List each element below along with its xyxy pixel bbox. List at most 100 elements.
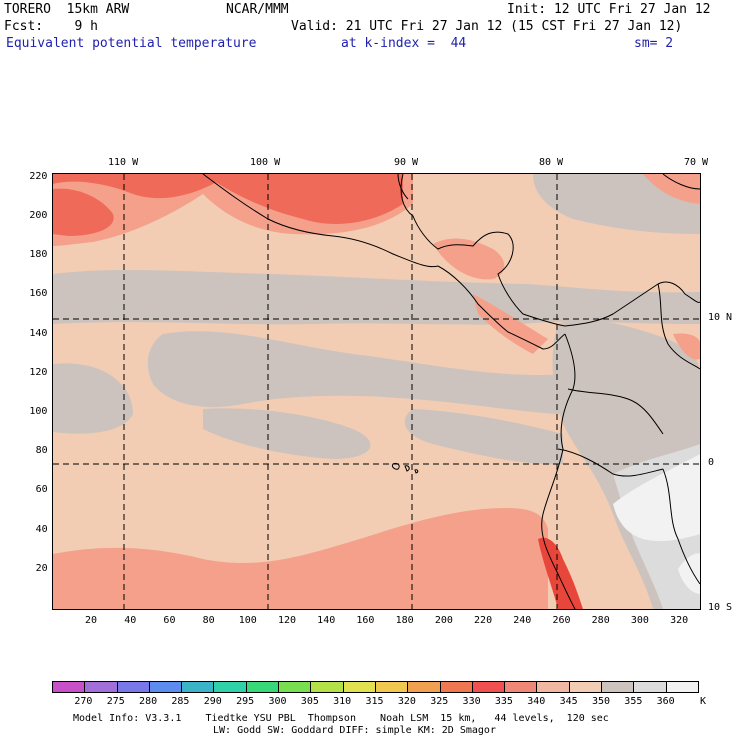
field-salmon-panama [473, 294, 548, 354]
field-smoothing: sm= 2 [634, 36, 674, 51]
colorbar-label: 335 [494, 696, 513, 707]
field-level: at k-index = 44 [341, 36, 467, 51]
border-colombia-venezuela [657, 283, 700, 370]
y-tick-label: 220 [29, 170, 48, 182]
colorbar-swatch [408, 682, 441, 692]
header-run-name: TORERO 15km ARW [4, 2, 130, 17]
field-title: Equivalent potential temperature [6, 36, 257, 51]
colorbar-label: 350 [591, 696, 610, 707]
field-red-nw2 [53, 188, 114, 236]
field-gray-band-3 [203, 408, 371, 459]
coastline-central-america [437, 265, 566, 350]
field-gray-band-2 [53, 363, 133, 434]
colorbar-label: 295 [236, 696, 255, 707]
colorbar-label: 310 [333, 696, 352, 707]
lon-label: 110 W [108, 157, 139, 168]
colorbar-swatch [375, 682, 409, 692]
field-white-land-2 [678, 553, 700, 594]
field-salmon-gulf [433, 238, 505, 280]
coastline-galapagos [392, 463, 419, 474]
colorbar-label: 290 [203, 696, 222, 707]
x-tick-label: 320 [670, 615, 689, 626]
colorbar-label: 360 [656, 696, 675, 707]
colorbar-label: 330 [462, 696, 481, 707]
lon-label: 90 W [394, 157, 419, 168]
colorbar-swatch [279, 682, 312, 692]
x-tick-label: 280 [591, 615, 610, 626]
field-gray-north-band [53, 269, 700, 325]
colorbar-swatch [53, 682, 86, 692]
colorbar-label: 345 [559, 696, 578, 707]
colorbar-swatch [505, 682, 538, 692]
x-tick-label: 220 [474, 615, 493, 626]
theta-e-map [52, 173, 701, 610]
colorbar-unit: K [700, 696, 707, 707]
x-tick-label: 40 [124, 615, 137, 626]
coastline-yucatan [397, 174, 409, 200]
y-tick-label: 80 [35, 445, 48, 457]
x-tick-label: 300 [630, 615, 649, 626]
x-tick-label: 160 [356, 615, 375, 626]
x-tick-label: 60 [163, 615, 176, 626]
colorbar [52, 681, 699, 693]
lon-label: 100 W [250, 157, 281, 168]
colorbar-swatch [117, 682, 150, 692]
y-tick-label: 140 [29, 327, 48, 339]
colorbar-label: 315 [365, 696, 384, 707]
lon-label: 70 W [684, 157, 709, 168]
colorbar-label: 340 [527, 696, 546, 707]
colorbar-label: 325 [430, 696, 449, 707]
y-tick-label: 120 [29, 366, 48, 378]
border-peru-brazil [662, 468, 700, 585]
colorbar-swatch [472, 682, 506, 692]
colorbar-swatch [634, 682, 667, 692]
field-gray-top-right [533, 174, 700, 234]
y-tick-label: 160 [29, 288, 48, 300]
colorbar-swatch [569, 682, 603, 692]
border-colombia-ecuador [567, 388, 664, 435]
x-tick-label: 120 [277, 615, 297, 626]
colorbar-swatch [602, 682, 635, 692]
field-salmon-south [53, 508, 548, 609]
colorbar-swatch [246, 682, 280, 692]
x-tick-label: 80 [202, 615, 215, 626]
colorbar-swatch [182, 682, 215, 692]
y-tick-label: 60 [35, 484, 48, 496]
field-white-land [613, 454, 700, 542]
colorbar-swatch [214, 682, 247, 692]
header-init-time: Init: 12 UTC Fri 27 Jan 12 [507, 2, 711, 17]
colorbar-label: 285 [171, 696, 190, 707]
coastline-caribbean [400, 174, 566, 327]
y-tick-label: 180 [29, 249, 48, 261]
colorbar-swatch [85, 682, 118, 692]
footer-physics-info: LW: Godd SW: Goddard DIFF: simple KM: 2D… [213, 725, 496, 736]
x-tick-label: 240 [513, 615, 532, 626]
lat-label: 0 [708, 457, 715, 468]
colorbar-label: 270 [74, 696, 93, 707]
x-tick-label: 180 [395, 615, 414, 626]
header-forecast-hour: Fcst: 9 h [4, 19, 98, 34]
colorbar-swatch [149, 682, 183, 692]
border-ecuador-peru [557, 448, 664, 477]
x-tick-label: 260 [552, 615, 571, 626]
lat-label: 10 N [708, 312, 733, 323]
field-gray-band-4 [404, 409, 563, 465]
colorbar-label: 305 [300, 696, 319, 707]
coastline-mexico-pacific [202, 174, 439, 268]
colorbar-label: 280 [139, 696, 158, 707]
footer-model-info: Model Info: V3.3.1 Tiedtke YSU PBL Thomp… [73, 713, 609, 724]
colorbar-swatch [666, 682, 698, 692]
colorbar-label: 320 [397, 696, 416, 707]
colorbar-swatch [440, 682, 473, 692]
y-tick-label: 100 [29, 406, 48, 418]
field-salmon-colombia [673, 333, 700, 360]
field-red-mexico [203, 174, 403, 224]
colorbar-label: 355 [624, 696, 643, 707]
lat-label: 10 S [708, 602, 733, 613]
colorbar-swatch [343, 682, 376, 692]
x-tick-label: 100 [238, 615, 257, 626]
field-red-northwest [53, 174, 228, 199]
header-valid-time: Valid: 21 UTC Fri 27 Jan 12 (15 CST Fri … [291, 19, 683, 34]
field-gray-mid-band [147, 331, 613, 416]
y-tick-label: 40 [35, 523, 48, 535]
